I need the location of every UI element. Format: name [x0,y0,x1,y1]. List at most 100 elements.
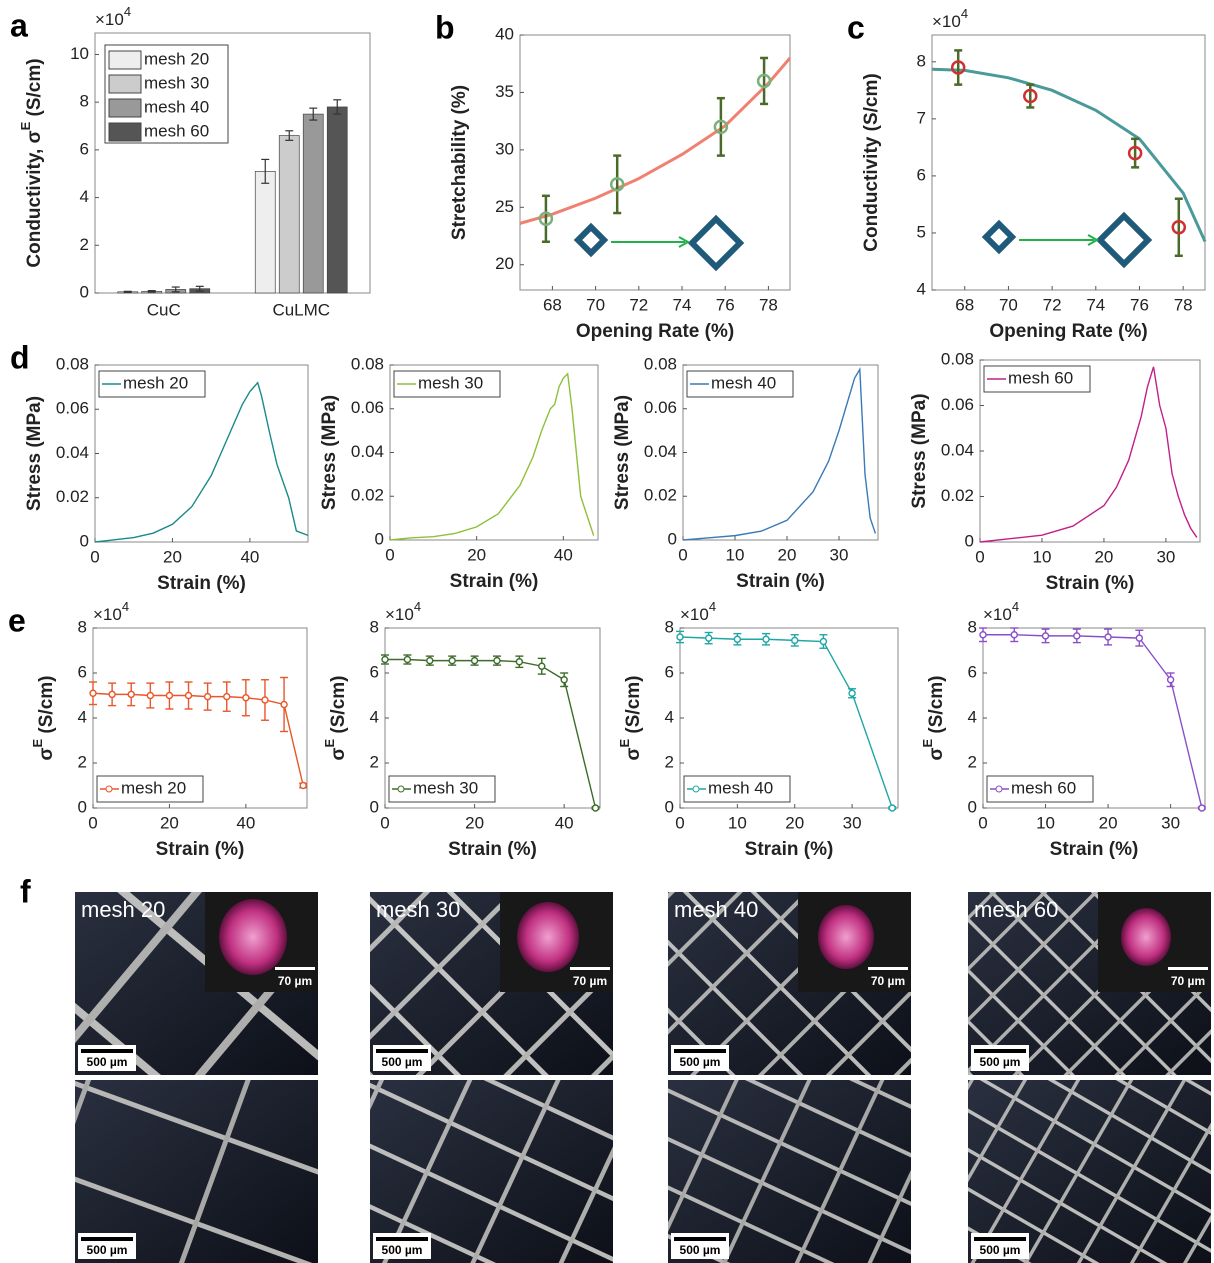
inset-scale-label: 70 µm [573,974,607,988]
y-tick-label: 25 [495,197,514,216]
legend-marker [106,786,112,792]
y-tick-label: 6 [917,165,926,184]
y-tick-label: 8 [78,617,87,636]
data-point [109,691,115,697]
y-axis-label: σE (S/cm) [322,675,349,760]
legend-label: mesh 20 [144,49,209,68]
x-tick-label: CuC [147,300,181,319]
y-tick-label: 4 [78,707,87,726]
y-tick-label: 0 [668,529,677,548]
y-tick-label: 6 [78,662,87,681]
y-tick-label: 0 [965,531,974,550]
legend-label: mesh 60 [1008,368,1073,387]
data-point [449,658,455,664]
x-tick-label: 70 [586,295,605,314]
y-axis-label-part: E [322,739,337,748]
inset-scale-bar [868,967,908,970]
x-tick-label: 76 [1130,295,1149,314]
y-tick-label: 10 [70,44,89,63]
y-tick-label: 0.04 [941,440,974,459]
y-axis-label-part: (S/cm) [328,675,349,738]
y-tick-label: 6 [665,662,674,681]
inset-crystal [517,902,579,972]
y-tick-label: 0.02 [56,487,89,506]
data-point [186,693,192,699]
legend-swatch [109,99,141,117]
y-tick-label: 0 [370,797,379,816]
legend: mesh 40 [687,371,793,397]
data-point [980,632,986,638]
error-bar [613,156,621,213]
scale-bar [974,1049,1026,1053]
fit-curve [932,69,1205,241]
error-bar [760,58,768,104]
y-tick-label: 5 [917,222,926,241]
inset-crystal [818,905,874,969]
y-tick-label: 4 [917,279,926,298]
legend-marker [693,786,699,792]
data-point [1011,632,1017,638]
data-point [224,694,230,700]
scale-bar [974,1237,1026,1241]
y-axis-label-part: E [920,739,935,748]
y-axis-label-part: Stress (MPa) [319,395,340,510]
data-point [147,693,153,699]
legend-marker [398,786,404,792]
y-axis-label-part: Stress (MPa) [24,396,45,511]
x-tick-label: 0 [675,813,684,832]
y-axis-label: Conductivity (S/cm) [861,73,882,251]
y-multiplier-part: 4 [124,4,131,19]
y-multiplier-part: ×10 [983,605,1012,624]
y-tick-label: 40 [495,24,514,43]
bar [255,171,275,293]
y-axis-label-part: Stretchability (%) [449,85,470,240]
y-tick-label: 0.06 [941,395,974,414]
x-tick-label: 20 [160,813,179,832]
x-tick-label: 20 [465,813,484,832]
legend-label: mesh 40 [144,97,209,116]
legend-label: mesh 30 [144,73,209,92]
y-axis-label: Stress (MPa) [319,395,340,510]
x-tick-label: 40 [236,813,255,832]
scale-bar [674,1237,726,1241]
y-tick-label: 4 [80,187,89,206]
legend: mesh 60 [984,366,1090,392]
data-point [281,702,287,708]
y-tick-label: 0.04 [56,443,89,462]
legend-label: mesh 40 [711,373,776,392]
y-axis-label-part: (S/cm) [36,675,57,738]
inset-crystal [219,899,287,975]
scale-bar [376,1049,428,1053]
y-tick-label: 8 [370,617,379,636]
y-tick-label: 0 [78,797,87,816]
data-point [706,635,712,641]
x-tick-label: 78 [759,295,778,314]
x-tick-label: 30 [1161,813,1180,832]
data-point [382,657,388,663]
x-tick-label: 20 [1099,813,1118,832]
legend-swatch [109,75,141,93]
data-point [677,634,683,640]
inset-scale-label: 70 µm [871,974,905,988]
y-tick-label: 20 [495,254,514,273]
legend-marker [996,786,1002,792]
data-point [889,805,895,811]
x-tick-label: 0 [975,547,984,566]
y-tick-label: 0 [80,531,89,550]
x-tick-label: 10 [1036,813,1055,832]
y-multiplier: ×104 [93,599,129,624]
photo-label: mesh 20 [81,897,165,922]
x-tick-label: 20 [467,545,486,564]
y-tick-label: 8 [80,92,89,111]
x-axis-label: Strain (%) [448,839,537,860]
legend-label: mesh 60 [144,121,209,140]
y-axis-label-part: σ [623,748,644,761]
y-tick-label: 0.06 [56,399,89,418]
y-axis-label-part: Conductivity (S/cm) [861,73,882,251]
data-point [516,659,522,665]
data-point [1105,634,1111,640]
y-multiplier: ×104 [385,599,421,624]
scale-bar-label: 500 µm [382,1243,423,1257]
inset-scale-label: 70 µm [278,974,312,988]
y-multiplier-part: ×10 [95,10,124,29]
